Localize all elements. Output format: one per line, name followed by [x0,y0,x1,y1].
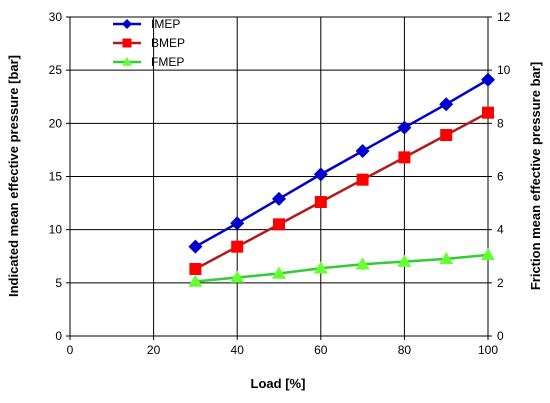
y-tick-label: 25 [49,63,63,77]
y-tick-label: 10 [49,223,63,237]
grid [70,17,488,336]
data-point-fmep [272,266,286,279]
data-point-bmep [314,196,327,209]
y2-axis-title: Friction mean effective pressure bar] [528,62,543,290]
x-tick-label: 60 [314,343,328,357]
data-point-bmep [273,218,285,231]
series-line-fmep [195,253,489,283]
legend: IMEP BMEP FMEP [113,17,185,69]
series-bmep [189,106,494,276]
y2-tick-label: 0 [497,329,504,343]
data-point-imep [439,97,454,112]
data-point-fmep [230,270,245,283]
y-tick-label: 15 [49,170,63,184]
y2-tick-label: 8 [497,116,504,130]
y2-tick-label: 12 [497,10,511,24]
data-point-fmep [355,257,370,270]
x-tick-label: 100 [478,343,498,357]
legend-marker [122,57,132,66]
y2-tick-label: 2 [497,276,504,290]
x-axis-title: Load [%] [251,376,306,391]
series-line-bmep [194,111,489,271]
data-point-bmep [482,106,494,119]
data-point-bmep [440,129,453,142]
y2-tick-label: 6 [497,170,504,184]
legend-item-fmep: FMEP [113,55,184,69]
y2-tick-label: 4 [497,223,504,237]
legend-marker [122,19,132,29]
data-point-bmep [398,151,411,164]
data-point-imep [481,72,495,87]
x-tick-label: 40 [231,343,245,357]
data-point-imep [230,216,245,231]
legend-label: IMEP [151,17,180,31]
series-fmep [188,247,495,287]
legend-marker [122,38,132,48]
data-point-imep [188,239,203,254]
y-tick-label: 20 [49,116,63,130]
data-point-imep [355,143,370,158]
y-axis-title: Indicated mean effective pressure [bar] [6,55,21,297]
data-point-imep [397,120,412,135]
legend-label: BMEP [151,36,185,50]
data-point-bmep [231,240,244,253]
data-point-fmep [481,247,495,261]
y-tick-label: 0 [55,329,62,343]
y-tick-label: 30 [49,10,63,24]
data-point-fmep [188,274,203,287]
legend-item-imep: IMEP [113,17,180,31]
data-point-imep [272,191,286,206]
series-line-imep [194,78,489,248]
legend-item-bmep: BMEP [113,36,185,50]
legend-label: FMEP [151,55,184,69]
y-tick-label: 5 [55,276,62,290]
data-point-fmep [313,261,328,274]
x-tick-label: 0 [67,343,74,357]
data-point-fmep [439,251,454,265]
data-point-bmep [356,173,369,186]
x-tick-label: 80 [398,343,412,357]
data-point-imep [313,167,328,182]
y2-tick-label: 10 [497,63,511,77]
data-point-fmep [397,254,412,267]
series-group [188,72,495,287]
series-imep [188,72,495,254]
data-point-bmep [189,263,202,276]
x-tick-label: 20 [147,343,161,357]
